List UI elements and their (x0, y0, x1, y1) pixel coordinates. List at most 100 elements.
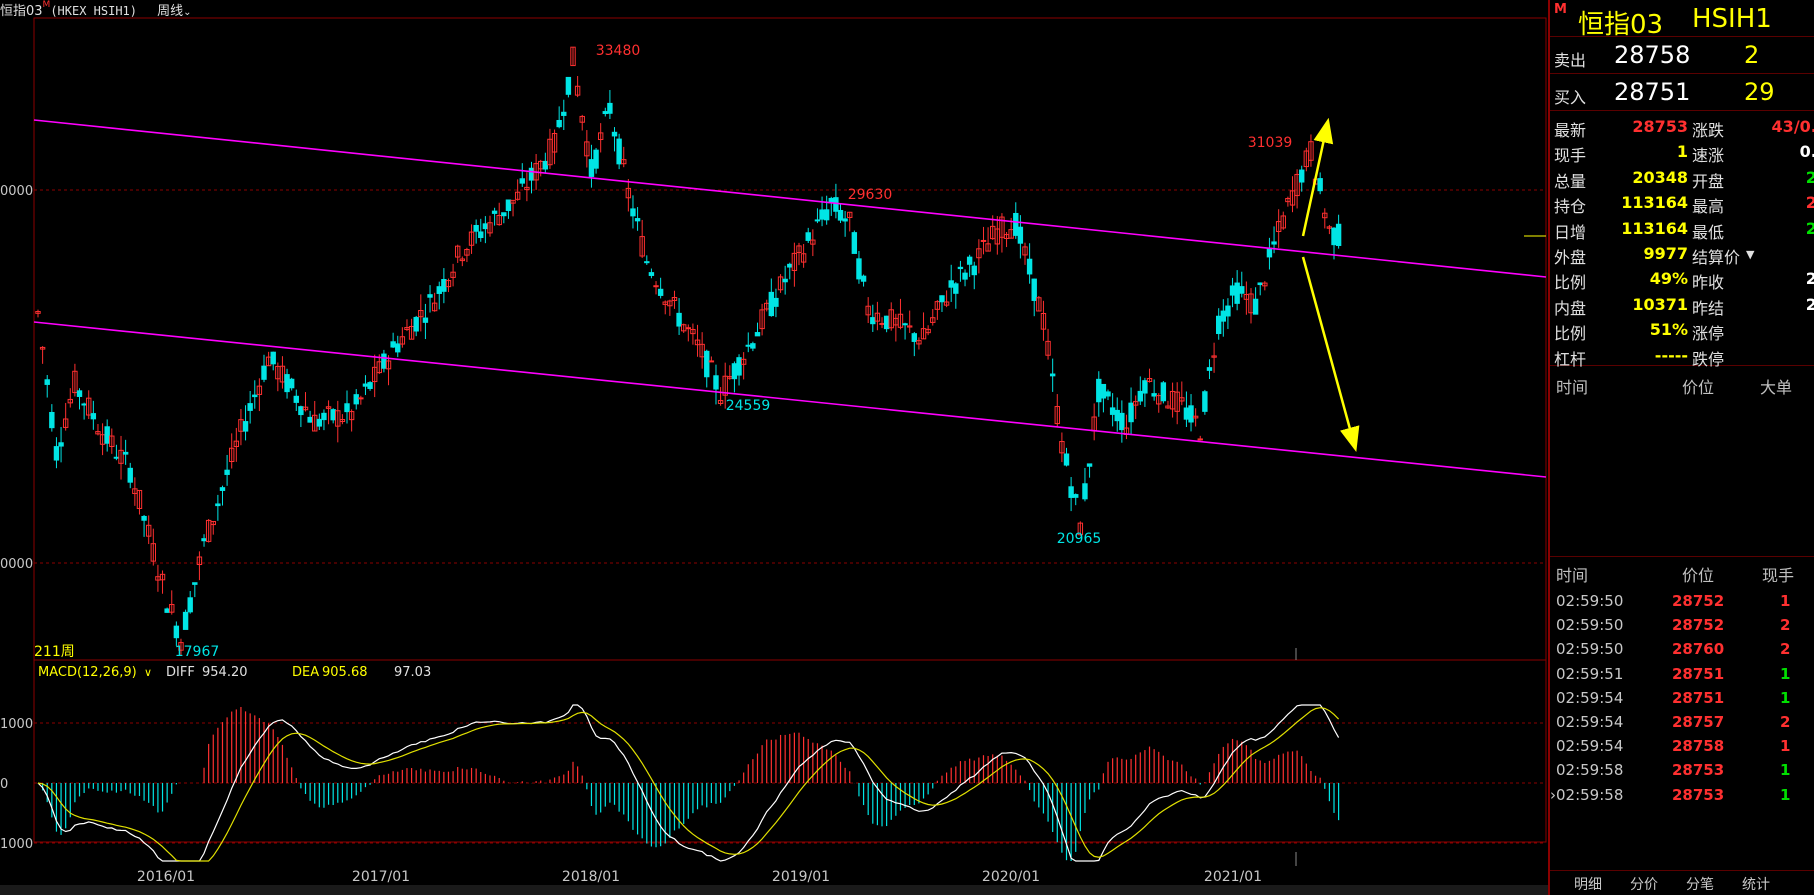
candle-body (630, 208, 636, 217)
candle-body (653, 285, 659, 288)
candle-body (611, 131, 618, 137)
bid-price: 28751 (1614, 78, 1691, 106)
candle-body (574, 85, 581, 96)
candle-body (284, 374, 290, 393)
stat-label: 涨跌 (1692, 121, 1725, 140)
tick-row[interactable]: 02:59:54 28751 1 (1550, 687, 1814, 715)
tick-row[interactable]: 02:59:50 28760 2 (1550, 638, 1814, 666)
candle-body (436, 286, 442, 294)
stat-label: 内盘 (1554, 298, 1587, 318)
bid-qty: 29 (1744, 78, 1775, 106)
candle-body (450, 271, 456, 278)
chart-header: 恒指03M(HKEX HSIH1) 周线⌄ (0, 0, 192, 19)
candle-body (482, 223, 489, 230)
tab-1[interactable]: 分价 (1630, 877, 1658, 893)
annotation-high: 29630 (848, 187, 893, 203)
tick-price: 28753 (1672, 761, 1725, 780)
candle-body (72, 370, 78, 394)
candle-body (639, 236, 645, 257)
candle-body (1105, 391, 1111, 397)
candle-body (229, 447, 235, 463)
candle-body (934, 301, 941, 310)
candle-body (1073, 494, 1079, 498)
candle-body (325, 406, 332, 409)
tick-time: 02:59:50 (1556, 640, 1624, 659)
candle-body (902, 323, 908, 326)
candle-body (510, 199, 516, 204)
macd-value: 97.03 (394, 665, 431, 680)
bottom-scrollbar[interactable] (0, 885, 1548, 895)
candle-body (1017, 226, 1024, 244)
period-selector[interactable]: 周线⌄ (157, 4, 191, 19)
tick-row[interactable]: 02:59:50 28752 1 (1550, 590, 1814, 618)
candle-body (916, 340, 922, 345)
tick-list[interactable]: 时间 价位 现手 02:59:50 28752 1 02:59:50 28752 2 02:… (1550, 556, 1814, 856)
candle-body (233, 440, 240, 447)
stat-label: 总量 (1554, 171, 1587, 191)
candle-body (487, 222, 493, 234)
tab-0[interactable]: 明细 (1574, 877, 1602, 893)
symbol-code: (HKEX HSIH1) (50, 4, 138, 18)
stat-label: 跌停 (1692, 349, 1725, 369)
candle-body (800, 253, 807, 263)
row-cursor-icon: › (1550, 785, 1556, 804)
chart-area[interactable]: 0000 0000 33480 29630 31039 24559 20965 17967 21… (0, 0, 1548, 895)
candle-body (1151, 393, 1157, 397)
candle-body (1216, 315, 1222, 335)
candle-body (1335, 223, 1342, 246)
candle-body (76, 390, 83, 397)
trendline-lower (33, 321, 1547, 478)
candle-body (943, 301, 950, 306)
candle-body (53, 446, 60, 461)
candle-body (713, 375, 719, 390)
tick-row[interactable]: 02:59:50 28752 2 (1550, 614, 1814, 642)
candle-body (856, 258, 862, 280)
tick-price: 28760 (1672, 640, 1725, 659)
tick-time: 02:59:54 (1556, 737, 1624, 756)
candle-body (1299, 169, 1305, 183)
candle-body (205, 519, 212, 542)
chevron-down-icon[interactable]: ▼ (1746, 248, 1755, 261)
candle-body (1266, 247, 1273, 258)
stat-value: 28753 (1632, 117, 1688, 136)
period-label: 周线 (157, 4, 184, 19)
candle-body (39, 346, 46, 350)
candle-body (593, 149, 599, 169)
candle-body (966, 256, 973, 265)
candle-body (699, 343, 705, 358)
candle-body (348, 411, 355, 421)
candle-body (395, 343, 401, 353)
candle-body (939, 295, 945, 303)
kline-chart[interactable]: 0000 0000 33480 29630 31039 24559 20965 17967 21… (0, 0, 1548, 885)
tab-2[interactable]: 分笔 (1686, 877, 1714, 893)
tick-row[interactable]: 02:59:51 28751 1 (1550, 663, 1814, 691)
candle-body (999, 216, 1005, 238)
stat-label: 昨收 (1692, 273, 1725, 293)
tick-row[interactable]: 02:59:54 28758 1 (1550, 735, 1814, 763)
candle-body (224, 469, 230, 475)
candle-body (1036, 297, 1042, 312)
candle-body (754, 332, 761, 337)
candle-body (1137, 390, 1143, 402)
tab-3[interactable]: 统计 (1742, 877, 1770, 893)
stat-label: 速涨 (1692, 146, 1725, 166)
candle-body (90, 413, 97, 420)
big-orders-list[interactable]: 时间 价位 大单 (1550, 366, 1814, 557)
col-time: 时间 (1556, 566, 1589, 585)
tick-time: 02:59:51 (1556, 664, 1624, 683)
candle-body (731, 363, 738, 380)
candle-body (1308, 141, 1314, 161)
candle-body (422, 317, 429, 323)
tick-row[interactable]: 02:59:54 28757 2 (1550, 711, 1814, 739)
candle-body (62, 418, 69, 428)
stat-row: 比例 49%昨收 28 (1550, 267, 1814, 292)
candle-body (962, 272, 968, 280)
tick-time: 02:59:54 (1556, 688, 1624, 707)
x-tick-label: 2016/01 (137, 869, 195, 885)
tick-qty: 2 (1780, 713, 1791, 731)
x-tick-label: 2019/01 (772, 869, 830, 885)
tick-row[interactable]: 02:59:58 28753 1 › (1550, 784, 1814, 812)
candle-body (948, 280, 954, 288)
tick-row[interactable]: 02:59:58 28753 1 (1550, 759, 1814, 787)
